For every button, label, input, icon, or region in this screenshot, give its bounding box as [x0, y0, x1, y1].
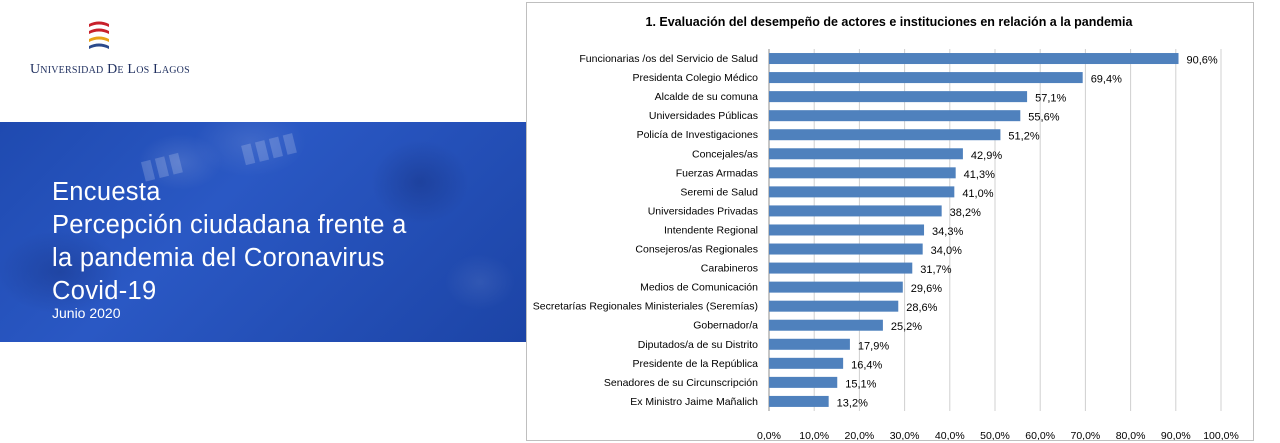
x-tick-label: 40,0%: [935, 430, 965, 440]
data-label: 31,7%: [920, 264, 951, 276]
data-label: 90,6%: [1187, 55, 1218, 67]
category-label: Policía de Investigaciones: [637, 129, 758, 141]
bar: [769, 243, 923, 255]
bar: [769, 224, 925, 236]
category-label: Universidades Privadas: [648, 205, 758, 217]
university-name: Universidad De Los Lagos: [30, 62, 190, 77]
category-label: Concejales/as: [692, 148, 758, 160]
banner-title-line: la pandemia del Coronavirus: [52, 244, 385, 272]
bar: [769, 167, 956, 179]
x-tick-label: 70,0%: [1071, 430, 1101, 440]
data-label: 34,0%: [931, 245, 962, 257]
survey-banner: ▮▮▮ ▮▮▮▮ Encuesta Percepción ciudadana f…: [0, 122, 526, 342]
category-label: Presidenta Colegio Médico: [633, 72, 759, 84]
category-label: Carabineros: [701, 263, 758, 275]
data-label: 29,6%: [911, 283, 942, 295]
category-label: Intendente Regional: [664, 224, 758, 236]
data-label: 69,4%: [1091, 74, 1122, 86]
x-tick-label: 20,0%: [845, 430, 875, 440]
bar: [769, 357, 844, 369]
category-label: Funcionarias /os del Servicio de Salud: [579, 53, 758, 65]
data-label: 13,2%: [837, 397, 868, 409]
data-label: 38,2%: [950, 207, 981, 219]
bar: [769, 319, 883, 331]
logo-area: Universidad De Los Lagos: [0, 0, 234, 108]
x-tick-label: 50,0%: [980, 430, 1010, 440]
bar: [769, 395, 829, 407]
category-label: Presidente de la República: [633, 358, 759, 370]
university-crest-icon: [89, 21, 109, 49]
data-label: 41,3%: [964, 169, 995, 181]
bar: [769, 338, 850, 350]
bar-chart: 1. Evaluación del desempeño de actores e…: [533, 15, 1239, 440]
category-label: Ex Ministro Jaime Mañalich: [630, 396, 758, 408]
x-tick-label: 10,0%: [799, 430, 829, 440]
data-label: 41,0%: [962, 188, 993, 200]
category-label: Secretarías Regionales Ministeriales (Se…: [533, 301, 758, 313]
bar: [769, 129, 1001, 141]
x-tick-label: 60,0%: [1025, 430, 1055, 440]
category-label: Consejeros/as Regionales: [635, 244, 758, 256]
x-tick-label: 100,0%: [1203, 430, 1239, 440]
category-label: Senadores de su Circunscripción: [604, 377, 758, 389]
category-label: Seremi de Salud: [680, 186, 758, 198]
data-label: 55,6%: [1028, 112, 1059, 124]
bar: [769, 186, 955, 198]
bar: [769, 262, 913, 274]
chart-frame: 1. Evaluación del desempeño de actores e…: [526, 2, 1254, 441]
data-label: 15,1%: [845, 378, 876, 390]
x-tick-label: 90,0%: [1161, 430, 1191, 440]
category-label: Alcalde de su comuna: [655, 91, 758, 103]
banner-photo-background: [0, 122, 526, 342]
x-tick-label: 80,0%: [1116, 430, 1146, 440]
bar: [769, 300, 899, 312]
category-label: Gobernador/a: [693, 320, 758, 332]
bar: [769, 376, 838, 388]
banner-title: Encuesta Percepción ciudadana frente a l…: [52, 176, 512, 308]
data-label: 42,9%: [971, 150, 1002, 162]
bar: [769, 148, 963, 160]
banner-title-line: Encuesta: [52, 178, 161, 206]
x-tick-label: 0,0%: [757, 430, 781, 440]
data-label: 34,3%: [932, 226, 963, 238]
x-tick-label: 30,0%: [890, 430, 920, 440]
data-label: 51,2%: [1008, 131, 1039, 143]
banner-title-line: Percepción ciudadana frente a: [52, 211, 407, 239]
data-label: 16,4%: [851, 359, 882, 371]
banner-title-line: Covid-19: [52, 277, 157, 305]
category-label: Medios de Comunicación: [640, 282, 758, 294]
data-label: 17,9%: [858, 340, 889, 352]
bar: [769, 281, 903, 293]
banner-date: Junio 2020: [52, 305, 121, 321]
bar: [769, 53, 1179, 65]
bar: [769, 110, 1021, 122]
data-label: 57,1%: [1035, 93, 1066, 105]
category-label: Fuerzas Armadas: [676, 167, 758, 179]
chart-title: 1. Evaluación del desempeño de actores e…: [646, 15, 1134, 29]
bar: [769, 205, 942, 217]
data-label: 25,2%: [891, 321, 922, 333]
bar: [769, 91, 1028, 103]
data-label: 28,6%: [906, 302, 937, 314]
bar: [769, 72, 1083, 84]
category-label: Universidades Públicas: [649, 110, 758, 122]
category-label: Diputados/a de su Distrito: [638, 339, 758, 351]
